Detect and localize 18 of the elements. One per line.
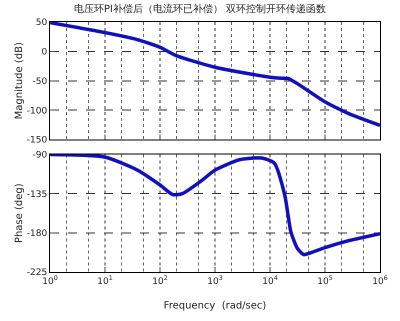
chart-title: 电压环PI补偿后（电流环已补偿） 双环控制开环传递函数 (74, 2, 326, 15)
y-axis-title: Magnitude (dB) (14, 42, 25, 120)
y-tick-label: -90 (32, 150, 48, 161)
x-tick-label: 10$^{1}$ (97, 275, 113, 287)
y-tick-label: 50 (36, 18, 48, 28)
x-axis-title: Frequency (rad/sec) (164, 300, 266, 312)
y-tick-label: -150 (26, 136, 48, 146)
y-tick-label: 0 (41, 48, 48, 58)
y-tick-label: -100 (26, 106, 48, 116)
x-tick-label: 10$^{5}$ (317, 275, 333, 287)
y-tick-label: -180 (26, 228, 48, 239)
x-tick-label: 10$^{6}$ (372, 275, 388, 287)
y-axis-title: Phase (deg) (14, 183, 25, 244)
y-tick-label: -135 (26, 190, 48, 200)
x-tick-label: 10$^{3}$ (207, 275, 223, 287)
x-tick-label: 10$^{2}$ (152, 275, 168, 287)
x-tick-label: 10$^{4}$ (262, 275, 278, 287)
y-tick-label: -50 (32, 76, 48, 87)
